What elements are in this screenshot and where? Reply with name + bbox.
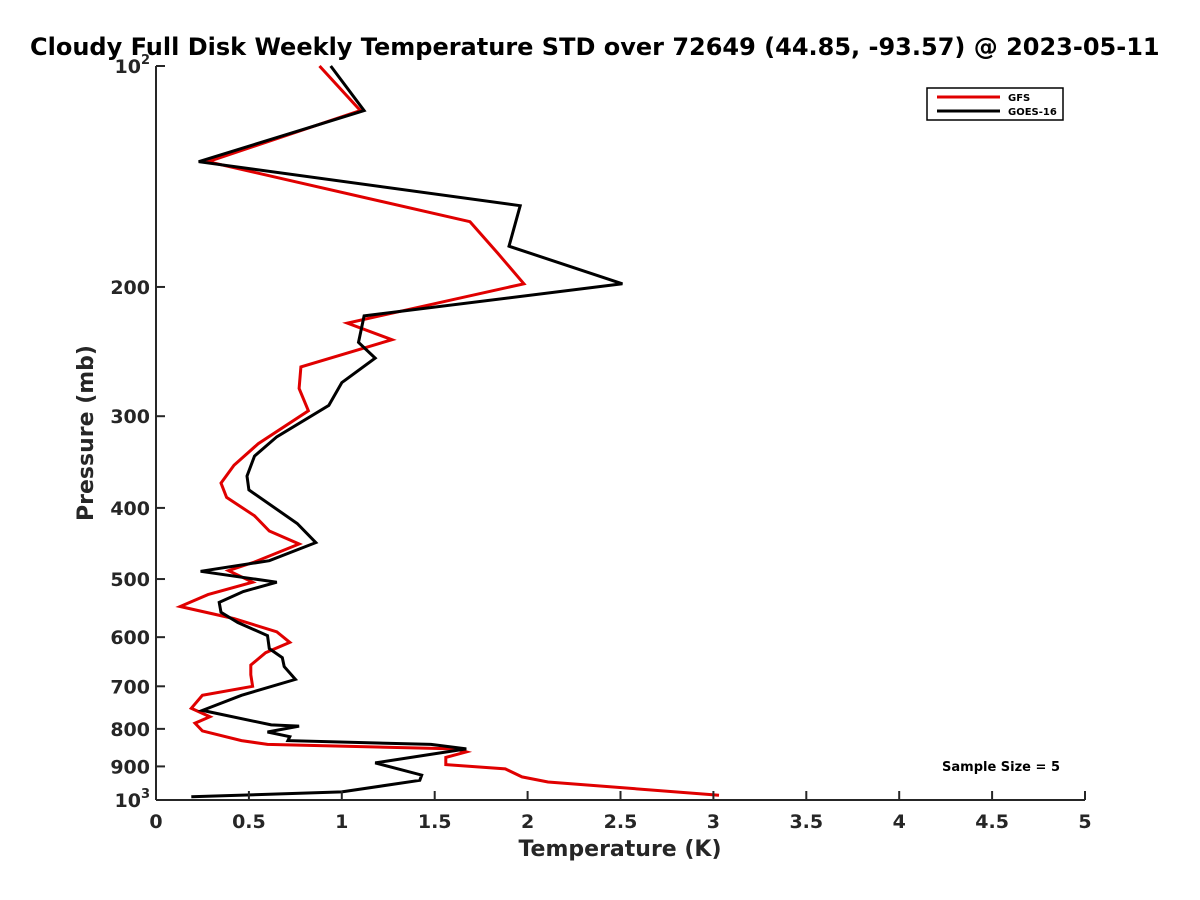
legend-entry: GOES-16 [1008,107,1057,118]
x-tick-label: 2.5 [604,811,638,833]
legend-entry: GFS [1008,93,1030,104]
x-tick-label: 5 [1078,811,1091,833]
x-tick-label: 0 [149,811,162,833]
x-tick-label: 0.5 [232,811,266,833]
x-axis-ticks: 0 0.5 1 1.5 2 2.5 3 3.5 4 4.5 5 [149,791,1092,833]
y-axis-label: Pressure (mb) [74,345,99,521]
x-tick-label: 4 [893,811,906,833]
y-tick-label: 500 [110,569,150,591]
x-tick-label: 3.5 [789,811,823,833]
x-tick-label: 1.5 [418,811,452,833]
y-tick-label: 400 [110,498,150,520]
series-line-gfs [175,64,720,797]
x-tick-label: 3 [707,811,720,833]
y-tick-label: 300 [110,406,150,428]
legend: GFS GOES-16 [926,87,1064,121]
sample-size-annotation: Sample Size = 5 [942,760,1060,775]
y-tick-label: 900 [110,756,150,778]
series-line-goes-16 [191,65,623,799]
y-tick-label: 103 [115,787,151,812]
y-tick-label: 800 [110,719,150,741]
y-axis-ticks: 102 200 300 400 500 600 700 800 900 103 [110,53,165,812]
x-axis-label: Temperature (K) [518,837,721,862]
y-tick-label: 700 [110,676,150,698]
y-tick-label: 102 [115,53,151,78]
x-tick-label: 1 [335,811,348,833]
legend-box [926,87,1064,121]
plot-lines [175,64,720,799]
x-tick-label: 4.5 [975,811,1009,833]
chart-title: Cloudy Full Disk Weekly Temperature STD … [30,33,1160,61]
x-tick-label: 2 [521,811,534,833]
y-tick-label: 200 [110,277,150,299]
y-tick-label: 600 [110,627,150,649]
